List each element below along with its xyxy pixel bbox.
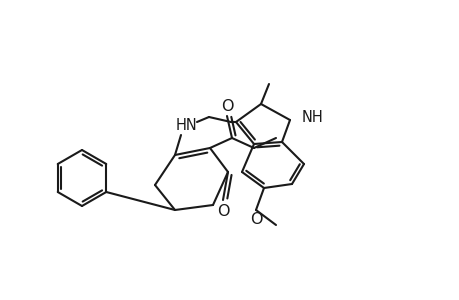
Text: HN: HN [176, 118, 197, 133]
Text: NH: NH [302, 110, 323, 124]
Text: O: O [220, 98, 233, 113]
Text: O: O [249, 212, 262, 227]
Text: O: O [216, 205, 229, 220]
